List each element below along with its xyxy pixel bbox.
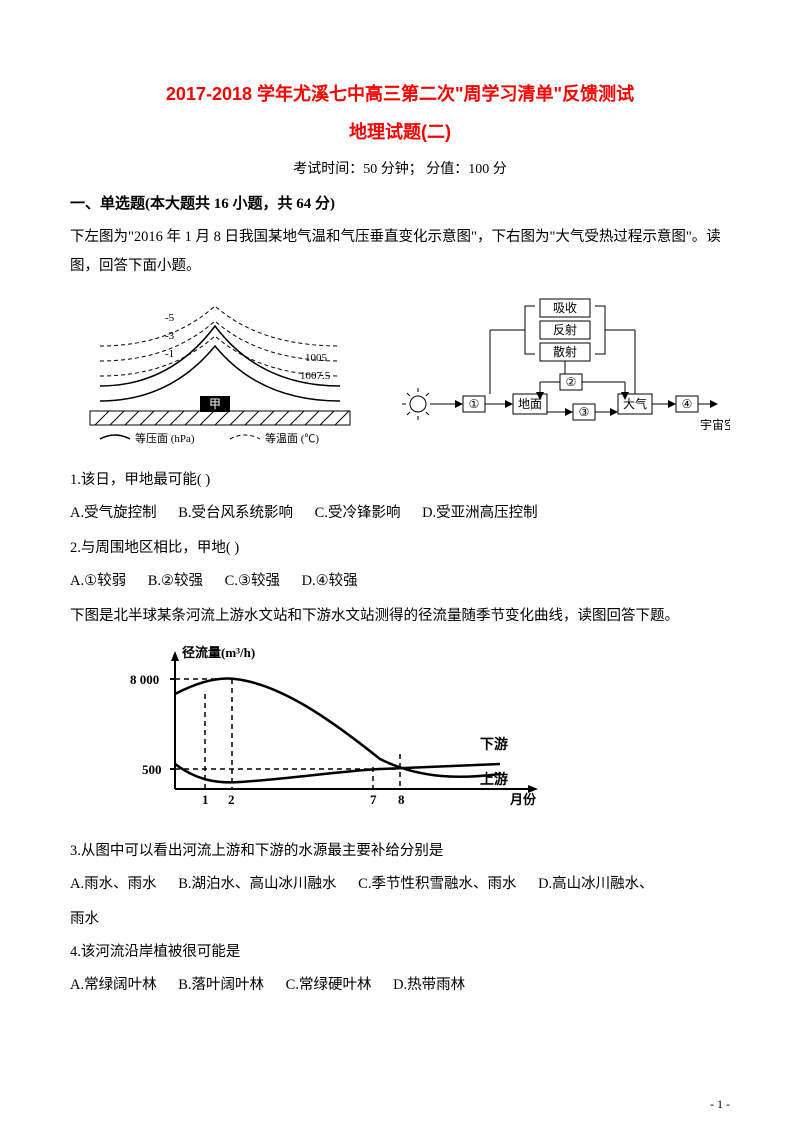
q2-opt-a: A.①较弱 (70, 567, 126, 596)
ytick-500: 500 (142, 762, 162, 777)
figure-right-heat-process: 吸收 反射 散射 ② ① 地面 ③ 大气 (400, 294, 730, 444)
q1-opt-a: A.受气旋控制 (70, 499, 157, 528)
q2-opt-b: B.②较强 (148, 567, 203, 596)
question-2-options: A.①较弱 B.②较强 C.③较强 D.④较强 (70, 567, 730, 596)
exam-subtitle: 地理试题(二) (70, 118, 730, 144)
label-t1: -5 (165, 312, 175, 324)
q3-opt-a: A.雨水、雨水 (70, 870, 157, 899)
series-downstream: 下游 (480, 736, 508, 753)
q3-opt-b: B.湖泊水、高山冰川融水 (178, 870, 336, 899)
xtick-1: 1 (202, 792, 209, 807)
chart-runoff: 8 000 500 径流量(m³/h) 1 2 7 8 月份 下游 上游 (120, 639, 550, 814)
xtick-8: 8 (398, 792, 405, 807)
q3-opt-d: D.高山冰川融水、 (538, 870, 654, 899)
figures-row: 甲 -5 -3 -1 1005 1007.5 等压面 (hPa) 等温面 (℃)… (70, 291, 730, 446)
num-3: ③ (579, 405, 590, 419)
xtick-2: 2 (228, 792, 235, 807)
atmosphere: 大气 (623, 396, 647, 411)
question-1: 1.该日，甲地最可能( ) (70, 466, 730, 495)
intro-text-1: 下左图为"2016 年 1 月 8 日我国某地气温和气压垂直变化示意图"，下右图… (70, 223, 730, 281)
box-scatter: 散射 (553, 344, 577, 359)
question-3-tail: 雨水 (70, 905, 730, 934)
question-4: 4.该河流沿岸植被很可能是 (70, 938, 730, 967)
q2-opt-c: C.③较强 (225, 567, 280, 596)
q3-opt-c: C.季节性积雪融水、雨水 (358, 870, 516, 899)
q4-opt-a: A.常绿阔叶林 (70, 971, 157, 1000)
q2-opt-d: D.④较强 (302, 567, 358, 596)
ytick-8000: 8 000 (130, 672, 159, 687)
q4-opt-c: C.常绿硬叶林 (286, 971, 372, 1000)
q1-opt-b: B.受台风系统影响 (178, 499, 293, 528)
figure-left-pressure-temp: 甲 -5 -3 -1 1005 1007.5 等压面 (hPa) 等温面 (℃) (70, 291, 370, 446)
label-t3: -1 (165, 348, 174, 360)
box-absorb: 吸收 (553, 301, 577, 315)
q4-opt-d: D.热带雨林 (393, 971, 465, 1000)
series-upstream: 上游 (480, 771, 508, 788)
num-4: ④ (682, 397, 693, 411)
question-3: 3.从图中可以看出河流上游和下游的水源最主要补给分别是 (70, 837, 730, 866)
label-c1: 1005 (305, 352, 328, 364)
legend-pressure: 等压面 (hPa) (135, 431, 195, 445)
legend-temp: 等温面 (℃) (265, 431, 319, 445)
exam-timing: 考试时间：50 分钟； 分值：100 分 (70, 158, 730, 178)
space: 宇宙空间 (700, 417, 730, 432)
num-1: ① (469, 397, 480, 411)
q1-opt-c: C.受冷锋影响 (315, 499, 401, 528)
ground: 地面 (518, 397, 542, 411)
page-number: - 1 - (710, 1097, 730, 1112)
section-heading: 一、单选题(本大题共 16 小题，共 64 分) (70, 192, 730, 213)
xlabel: 月份 (509, 792, 537, 807)
num-2: ② (566, 375, 577, 389)
exam-title: 2017-2018 学年尤溪七中高三第二次"周学习清单"反馈测试 (70, 80, 730, 106)
question-4-options: A.常绿阔叶林 B.落叶阔叶林 C.常绿硬叶林 D.热带雨林 (70, 971, 730, 1000)
question-2: 2.与周围地区相比，甲地( ) (70, 534, 730, 563)
intro-text-2: 下图是北半球某条河流上游水文站和下游水文站测得的径流量随季节变化曲线，读图回答下… (70, 602, 730, 631)
label-t2: -3 (165, 330, 175, 342)
box-reflect: 反射 (553, 322, 577, 337)
ylabel: 径流量(m³/h) (182, 645, 255, 660)
question-1-options: A.受气旋控制 B.受台风系统影响 C.受冷锋影响 D.受亚洲高压控制 (70, 499, 730, 528)
question-3-options: A.雨水、雨水 B.湖泊水、高山冰川融水 C.季节性积雪融水、雨水 D.高山冰川… (70, 870, 730, 899)
xtick-7: 7 (370, 792, 377, 807)
q1-opt-d: D.受亚洲高压控制 (422, 499, 538, 528)
label-jia: 甲 (209, 397, 221, 411)
label-c2: 1007.5 (300, 370, 331, 382)
q4-opt-b: B.落叶阔叶林 (178, 971, 264, 1000)
